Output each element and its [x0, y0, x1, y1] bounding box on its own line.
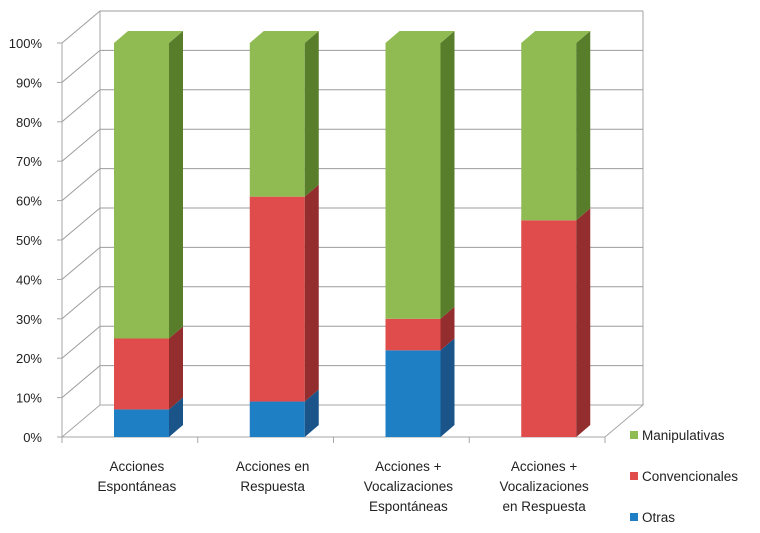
bar-convencionales-side — [576, 208, 591, 437]
bar-otras-front — [385, 350, 441, 437]
x-category-label-line: Vocalizaciones — [499, 479, 589, 494]
x-category-label: Acciones Espontáneas — [97, 459, 176, 494]
bar-convencionales-side — [304, 184, 319, 402]
x-category-label: Acciones en Respuesta — [236, 459, 310, 494]
gridline — [61, 325, 643, 359]
bar-manipulativas-top — [114, 31, 183, 43]
y-tick-label: 70% — [16, 154, 42, 169]
bar-otras-side — [440, 338, 455, 437]
bar-manipulativas-side — [169, 31, 183, 339]
x-category-label-line: Espontáneas — [97, 479, 176, 494]
bar-manipulativas-top — [385, 31, 455, 43]
legend-label-otras: Otras — [642, 510, 675, 525]
bar-convencionales-front — [521, 220, 577, 437]
gridline — [61, 89, 643, 123]
y-tick-label: 100% — [9, 36, 43, 51]
x-category-label-line: Acciones — [109, 459, 164, 474]
legend-swatch-manipulativas — [630, 431, 638, 439]
x-category-label-line: Vocalizaciones — [364, 479, 454, 494]
legend-label-convencionales: Convencionales — [642, 469, 738, 484]
bar-manipulativas-top — [521, 31, 591, 43]
x-category-label-line: Acciones en — [236, 459, 310, 474]
x-category-label-line: Acciones + — [511, 459, 578, 474]
gridline — [61, 168, 643, 201]
bar-convencionales-side — [440, 306, 455, 351]
x-category-label-line: Espontáneas — [369, 499, 448, 514]
x-category-label-line: Acciones + — [375, 459, 442, 474]
legend-swatch-otras — [630, 513, 638, 521]
bar-otras-front — [114, 409, 169, 437]
y-tick-label: 40% — [16, 272, 42, 287]
bar-convencionales-side — [169, 326, 183, 410]
bar-convencionales-front — [385, 318, 441, 351]
gridline — [61, 207, 643, 241]
x-category-label: Acciones + Vocalizaciones en Respuesta — [499, 459, 589, 514]
bar-convencionales-front — [249, 196, 305, 402]
x-category-label: Acciones + Vocalizaciones Espontáneas — [364, 459, 454, 514]
bar-otras-front — [249, 401, 305, 437]
y-tick-label: 0% — [23, 430, 42, 445]
bar-manipulativas-top — [249, 31, 319, 43]
bar-manipulativas-front — [385, 43, 441, 319]
bar-manipulativas-side — [440, 31, 455, 319]
gridline — [61, 365, 643, 398]
y-tick-label: 90% — [16, 75, 42, 90]
bar-manipulativas-front — [114, 43, 169, 339]
bar-convencionales-front — [114, 338, 169, 410]
bar-manipulativas-front — [521, 43, 577, 221]
legend-label-manipulativas: Manipulativas — [642, 428, 725, 443]
gridline — [61, 10, 643, 44]
legend-swatch-convencionales — [630, 472, 638, 480]
bar-manipulativas-side — [576, 31, 591, 221]
gridline — [61, 128, 643, 162]
bar-manipulativas-front — [249, 43, 305, 197]
y-tick-label: 80% — [16, 115, 42, 130]
y-tick-label: 60% — [16, 194, 42, 209]
y-tick-label: 30% — [16, 312, 42, 327]
bar-otras-side — [169, 397, 183, 437]
gridline — [61, 49, 643, 83]
bar-manipulativas-side — [304, 31, 319, 197]
y-tick-label: 50% — [16, 233, 42, 248]
y-tick-label: 20% — [16, 351, 42, 366]
bar-otras-side — [304, 389, 319, 437]
x-category-label-line: Respuesta — [240, 479, 305, 494]
y-tick-label: 10% — [16, 391, 42, 406]
gridline — [61, 246, 643, 280]
gridline — [61, 286, 643, 320]
x-category-label-line: en Respuesta — [502, 499, 586, 514]
